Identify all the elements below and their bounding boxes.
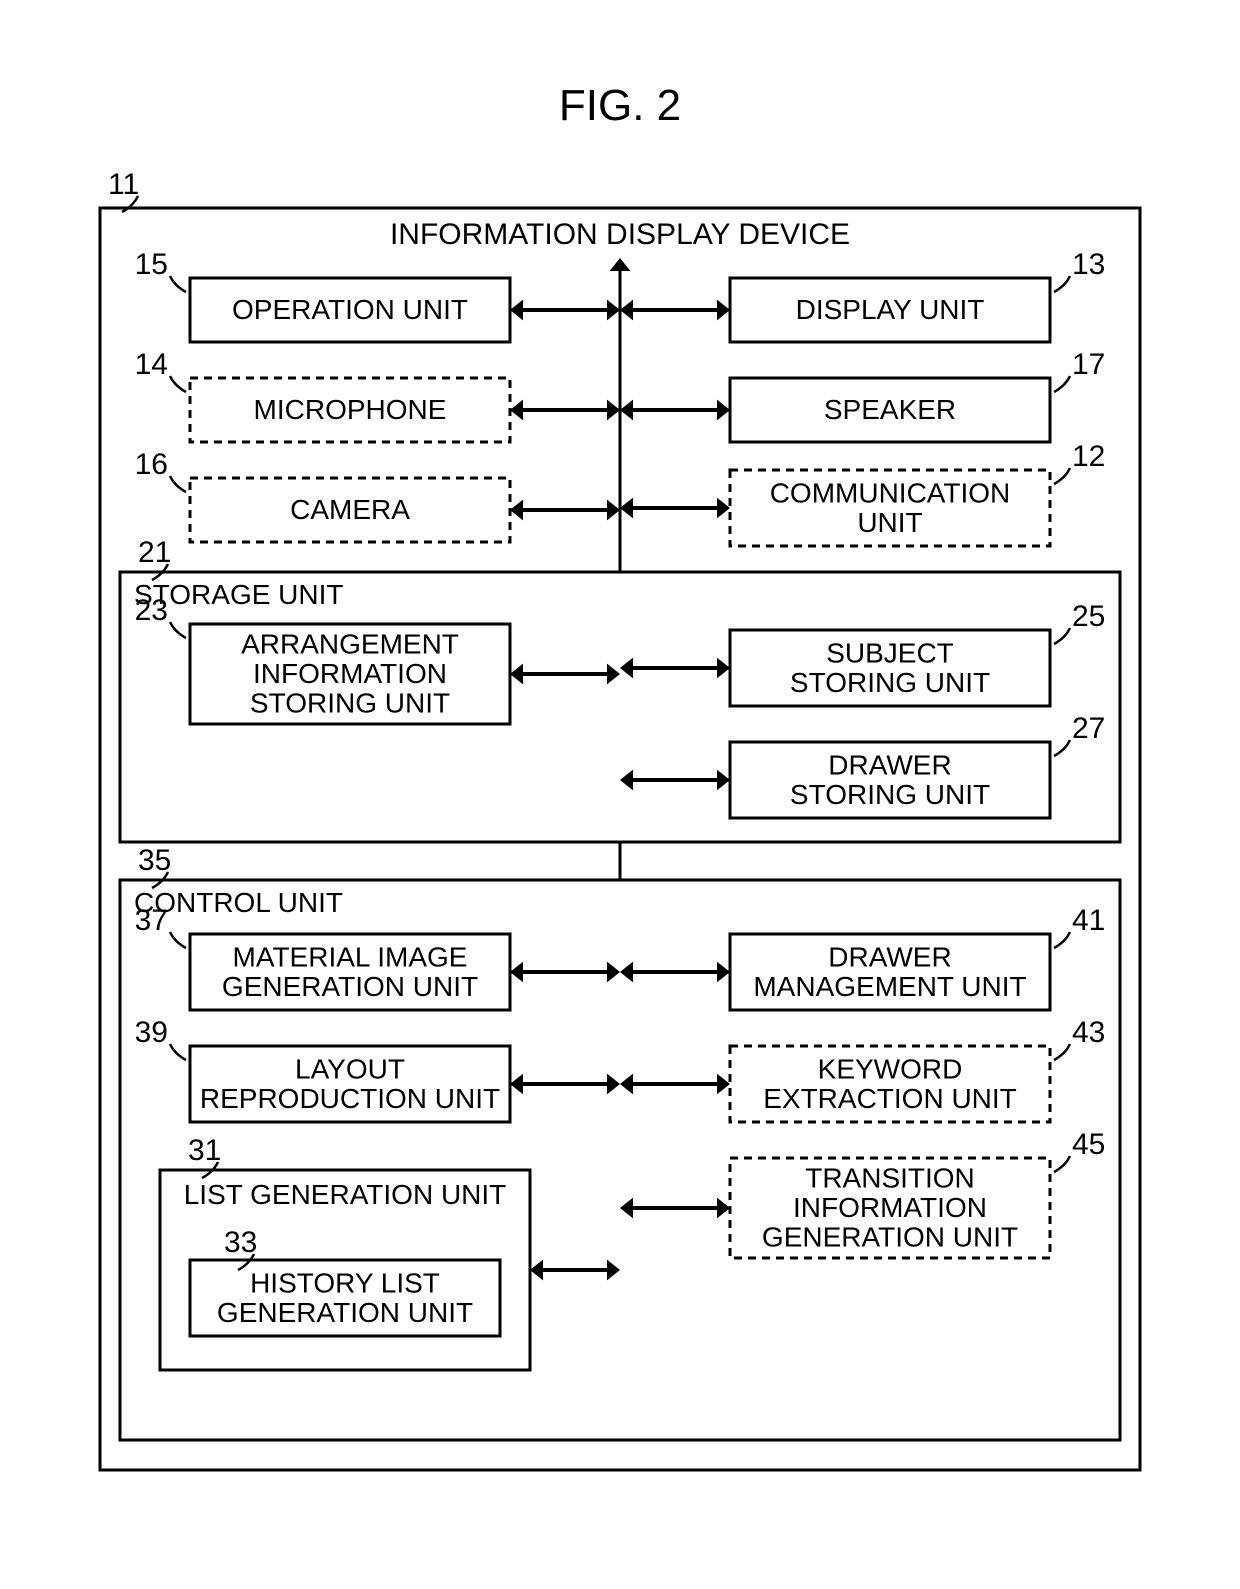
svg-text:33: 33 [224,1226,257,1259]
svg-text:39: 39 [135,1016,168,1049]
svg-text:DRAWER: DRAWER [828,749,951,780]
svg-text:14: 14 [135,348,168,381]
svg-text:GENERATION UNIT: GENERATION UNIT [762,1222,1018,1253]
svg-text:13: 13 [1072,248,1105,281]
svg-text:37: 37 [135,904,168,937]
svg-text:MANAGEMENT UNIT: MANAGEMENT UNIT [753,971,1026,1002]
svg-text:27: 27 [1072,712,1105,745]
svg-text:UNIT: UNIT [857,507,922,538]
svg-text:HISTORY LIST: HISTORY LIST [250,1267,440,1298]
svg-text:MATERIAL IMAGE: MATERIAL IMAGE [233,941,468,972]
svg-text:45: 45 [1072,1128,1105,1161]
svg-text:GENERATION UNIT: GENERATION UNIT [217,1297,473,1328]
svg-text:17: 17 [1072,348,1105,381]
svg-text:43: 43 [1072,1016,1105,1049]
svg-text:INFORMATION: INFORMATION [253,658,447,689]
svg-text:ARRANGEMENT: ARRANGEMENT [241,629,459,660]
svg-text:OPERATION UNIT: OPERATION UNIT [232,294,468,325]
svg-text:SUBJECT: SUBJECT [826,637,954,668]
svg-text:SPEAKER: SPEAKER [824,394,956,425]
svg-text:COMMUNICATION: COMMUNICATION [770,477,1011,508]
svg-text:41: 41 [1072,904,1105,937]
svg-text:25: 25 [1072,600,1105,633]
svg-text:11: 11 [108,168,139,201]
svg-text:35: 35 [138,844,171,877]
svg-text:STORING UNIT: STORING UNIT [250,688,450,719]
svg-text:TRANSITION: TRANSITION [805,1163,975,1194]
svg-text:STORING UNIT: STORING UNIT [790,779,990,810]
svg-text:23: 23 [135,594,168,627]
svg-text:STORING UNIT: STORING UNIT [790,667,990,698]
svg-text:DISPLAY UNIT: DISPLAY UNIT [796,294,985,325]
svg-text:REPRODUCTION UNIT: REPRODUCTION UNIT [200,1083,500,1114]
svg-text:12: 12 [1072,440,1105,473]
svg-text:CAMERA: CAMERA [290,494,410,525]
svg-text:16: 16 [135,448,168,481]
svg-text:31: 31 [188,1134,221,1167]
svg-text:15: 15 [135,248,168,281]
svg-text:MICROPHONE: MICROPHONE [254,394,447,425]
svg-text:EXTRACTION UNIT: EXTRACTION UNIT [763,1083,1017,1114]
svg-text:DRAWER: DRAWER [828,941,951,972]
svg-text:LAYOUT: LAYOUT [295,1053,405,1084]
figure-svg: FIG. 2 INFORMATION DISPLAY DEVICE 11 OPERAT… [0,0,1240,1589]
svg-text:INFORMATION DISPLAY DEVICE: INFORMATION DISPLAY DEVICE [390,218,850,251]
svg-text:21: 21 [138,536,171,569]
svg-text:INFORMATION: INFORMATION [793,1192,987,1223]
svg-text:GENERATION UNIT: GENERATION UNIT [222,971,478,1002]
svg-text:LIST GENERATION UNIT: LIST GENERATION UNIT [184,1179,507,1210]
svg-text:KEYWORD: KEYWORD [818,1053,963,1084]
svg-text:FIG. 2: FIG. 2 [559,81,681,130]
